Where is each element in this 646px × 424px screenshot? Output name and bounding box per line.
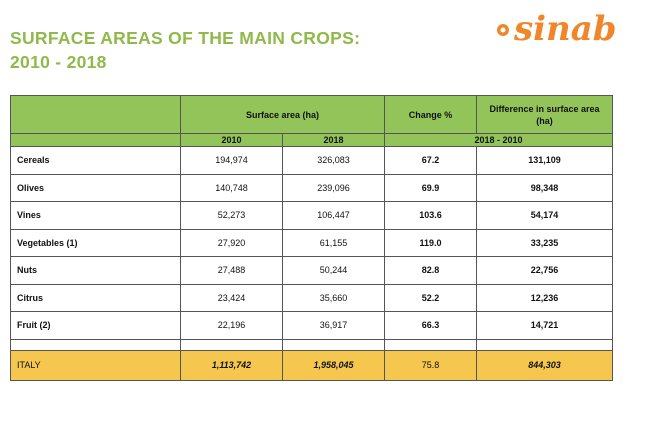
value-2018: 106,447	[281, 201, 386, 230]
table-spacer-row	[10, 338, 614, 351]
crop-name: Nuts	[10, 256, 181, 285]
table-row: Fruit (2) 22,196 36,917 66.3 14,721	[10, 311, 614, 340]
subheader-2018: 2018	[281, 133, 386, 147]
table-row: Vegetables (1) 27,920 61,155 119.0 33,23…	[10, 228, 614, 257]
header-surface-area: Surface area (ha)	[179, 95, 386, 134]
crop-name: Cereals	[10, 146, 181, 175]
subheader-crop-cell	[10, 133, 181, 147]
value-2010: 194,974	[180, 146, 283, 175]
svg-text:sinab: sinab	[513, 9, 617, 48]
crop-name: Vegetables (1)	[10, 228, 181, 257]
logo-mark-icon	[497, 24, 509, 36]
value-2018: 35,660	[281, 283, 386, 312]
table-row: Nuts 27,488 50,244 82.8 22,756	[10, 256, 614, 285]
crop-name: Vines	[10, 201, 181, 230]
table-subheader-row: 2010 2018 2018 - 2010	[10, 133, 614, 147]
value-2010: 52,273	[180, 201, 283, 230]
total-label: ITALY	[10, 349, 181, 381]
table-header-row: Surface area (ha) Change % Difference in…	[10, 95, 614, 134]
total-difference: 844,303	[476, 349, 614, 381]
value-2018: 239,096	[281, 173, 386, 202]
sinab-logo: sinab	[497, 9, 617, 48]
value-change: 119.0	[384, 228, 478, 257]
page-title-line2: 2010 - 2018	[10, 52, 107, 72]
table-row: Vines 52,273 106,447 103.6 54,174	[10, 201, 614, 230]
table-total-row: ITALY 1,113,742 1,958,045 75.8 844,303	[10, 349, 614, 381]
crop-name: Citrus	[10, 283, 181, 312]
total-change: 75.8	[384, 349, 478, 381]
header-crop-cell	[10, 95, 181, 134]
value-2010: 23,424	[180, 283, 283, 312]
header-difference: Difference in surface area (ha)	[476, 95, 614, 134]
value-2018: 326,083	[281, 146, 386, 175]
value-difference: 14,721	[476, 311, 614, 340]
total-2010: 1,113,742	[180, 349, 283, 381]
value-change: 52.2	[384, 283, 478, 312]
value-2010: 140,748	[180, 173, 283, 202]
value-difference: 131,109	[476, 146, 614, 175]
value-difference: 33,235	[476, 228, 614, 257]
table-row: Olives 140,748 239,096 69.9 98,348	[10, 173, 614, 202]
value-change: 66.3	[384, 311, 478, 340]
value-change: 82.8	[384, 256, 478, 285]
table-row: Citrus 23,424 35,660 52.2 12,236	[10, 283, 614, 312]
value-difference: 12,236	[476, 283, 614, 312]
value-2018: 50,244	[281, 256, 386, 285]
value-2018: 61,155	[281, 228, 386, 257]
value-change: 67.2	[384, 146, 478, 175]
value-difference: 54,174	[476, 201, 614, 230]
crop-name: Olives	[10, 173, 181, 202]
subheader-diff-period: 2018 - 2010	[384, 133, 614, 147]
subheader-2010: 2010	[180, 133, 283, 147]
crop-name: Fruit (2)	[10, 311, 181, 340]
value-2018: 36,917	[281, 311, 386, 340]
value-change: 69.9	[384, 173, 478, 202]
total-2018: 1,958,045	[281, 349, 386, 381]
header-change: Change %	[384, 95, 478, 134]
value-difference: 22,756	[476, 256, 614, 285]
value-2010: 22,196	[180, 311, 283, 340]
value-2010: 27,488	[180, 256, 283, 285]
table-row: Cereals 194,974 326,083 67.2 131,109	[10, 146, 614, 175]
value-difference: 98,348	[476, 173, 614, 202]
page-title-line1: SURFACE AREAS OF THE MAIN CROPS:	[10, 28, 361, 48]
crop-surface-table: Surface area (ha) Change % Difference in…	[10, 95, 614, 381]
value-2010: 27,920	[180, 228, 283, 257]
value-change: 103.6	[384, 201, 478, 230]
page-title: SURFACE AREAS OF THE MAIN CROPS: 2010 - …	[10, 26, 360, 74]
